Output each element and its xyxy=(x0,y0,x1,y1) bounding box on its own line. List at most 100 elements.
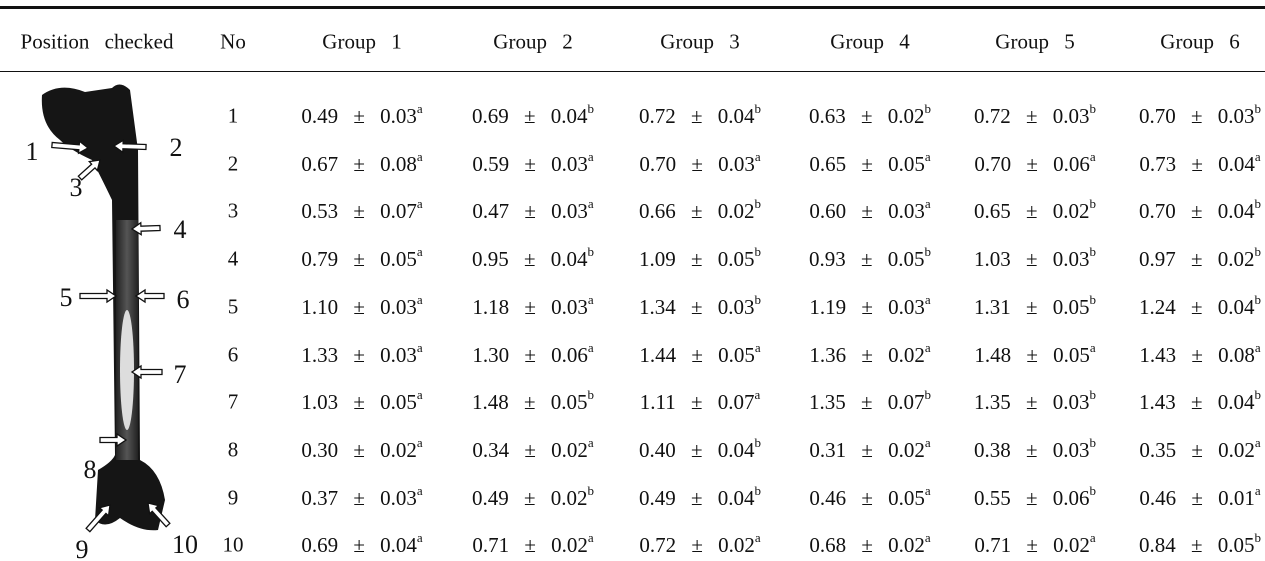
value: 0.71 ± 0.02 xyxy=(974,533,1090,557)
significance-letter: a xyxy=(588,530,594,545)
value: 0.59 ± 0.03 xyxy=(472,152,588,176)
value: 1.43 ± 0.04 xyxy=(1139,390,1255,414)
significance-letter: b xyxy=(755,292,762,307)
value: 1.35 ± 0.03 xyxy=(974,390,1090,414)
significance-letter: a xyxy=(925,340,931,355)
row-number: 9 xyxy=(228,485,239,510)
value-cell: 1.33 ± 0.03a xyxy=(301,342,422,368)
row-number: 5 xyxy=(228,294,239,319)
significance-letter: a xyxy=(1090,149,1096,164)
significance-letter: a xyxy=(925,292,931,307)
significance-letter: a xyxy=(588,292,594,307)
bone-diagram xyxy=(0,0,260,561)
header-cell: Group 5 xyxy=(995,30,1074,55)
significance-letter: b xyxy=(588,483,595,498)
significance-letter: a xyxy=(1255,435,1261,450)
position-label: 6 xyxy=(177,285,190,315)
value-cell: 0.38 ± 0.03b xyxy=(974,437,1096,463)
value: 0.93 ± 0.05 xyxy=(809,247,925,271)
bone-marrow xyxy=(120,310,134,430)
value-cell: 0.79 ± 0.05a xyxy=(301,246,422,272)
value-cell: 0.70 ± 0.04b xyxy=(1139,198,1261,224)
page: Position checkedNoGroup 1Group 2Group 3G… xyxy=(0,0,1265,561)
value: 0.68 ± 0.02 xyxy=(809,533,925,557)
value: 0.35 ± 0.02 xyxy=(1139,438,1255,462)
value-cell: 1.43 ± 0.08a xyxy=(1139,342,1260,368)
significance-letter: b xyxy=(1255,292,1262,307)
value-cell: 0.84 ± 0.05b xyxy=(1139,532,1261,558)
value: 1.48 ± 0.05 xyxy=(472,390,588,414)
significance-letter: a xyxy=(417,101,423,116)
header-cell: Group 6 xyxy=(1160,30,1239,55)
value-cell: 0.70 ± 0.06a xyxy=(974,151,1095,177)
value: 0.69 ± 0.04 xyxy=(472,104,588,128)
significance-letter: a xyxy=(417,244,423,259)
position-label: 10 xyxy=(172,530,198,560)
significance-letter: a xyxy=(755,340,761,355)
value-cell: 0.72 ± 0.02a xyxy=(639,532,760,558)
value: 1.09 ± 0.05 xyxy=(639,247,755,271)
row-number: 3 xyxy=(228,199,239,224)
significance-letter: b xyxy=(755,244,762,259)
significance-letter: b xyxy=(925,101,932,116)
value-cell: 0.70 ± 0.03b xyxy=(1139,103,1261,129)
header-cell: Group 3 xyxy=(660,30,739,55)
significance-letter: b xyxy=(1090,435,1097,450)
value-cell: 0.34 ± 0.02a xyxy=(472,437,593,463)
value: 0.67 ± 0.08 xyxy=(301,152,417,176)
value-cell: 0.40 ± 0.04b xyxy=(639,437,761,463)
significance-letter: a xyxy=(1090,530,1096,545)
row-number: 2 xyxy=(228,151,239,176)
significance-letter: a xyxy=(417,196,423,211)
value: 1.43 ± 0.08 xyxy=(1139,343,1255,367)
value: 0.70 ± 0.06 xyxy=(974,152,1090,176)
value: 0.49 ± 0.04 xyxy=(639,486,755,510)
value-cell: 1.18 ± 0.03a xyxy=(472,294,593,320)
value-cell: 0.30 ± 0.02a xyxy=(301,437,422,463)
value-cell: 0.71 ± 0.02a xyxy=(974,532,1095,558)
significance-letter: a xyxy=(588,196,594,211)
value: 1.19 ± 0.03 xyxy=(809,295,925,319)
value: 1.48 ± 0.05 xyxy=(974,343,1090,367)
row-number: 7 xyxy=(228,390,239,415)
header-cell: Position checked xyxy=(21,30,174,55)
row-number: 10 xyxy=(223,533,244,558)
significance-letter: b xyxy=(588,387,595,402)
significance-letter: b xyxy=(1255,101,1262,116)
value-cell: 1.48 ± 0.05a xyxy=(974,342,1095,368)
value: 0.95 ± 0.04 xyxy=(472,247,588,271)
significance-letter: a xyxy=(925,435,931,450)
value: 0.46 ± 0.01 xyxy=(1139,486,1255,510)
row-number: 4 xyxy=(228,247,239,272)
header-cell: Group 2 xyxy=(493,30,572,55)
value-cell: 0.65 ± 0.05a xyxy=(809,151,930,177)
value: 0.30 ± 0.02 xyxy=(301,438,417,462)
value: 1.36 ± 0.02 xyxy=(809,343,925,367)
value-cell: 0.31 ± 0.02a xyxy=(809,437,930,463)
value: 1.11 ± 0.07 xyxy=(640,390,755,414)
value-cell: 0.97 ± 0.02b xyxy=(1139,246,1261,272)
value-cell: 0.68 ± 0.02a xyxy=(809,532,930,558)
significance-letter: b xyxy=(1090,483,1097,498)
significance-letter: a xyxy=(1090,340,1096,355)
significance-letter: a xyxy=(588,340,594,355)
value-cell: 0.46 ± 0.05a xyxy=(809,485,930,511)
value-cell: 0.69 ± 0.04b xyxy=(472,103,594,129)
value: 0.49 ± 0.03 xyxy=(301,104,417,128)
value: 0.72 ± 0.03 xyxy=(974,104,1090,128)
significance-letter: a xyxy=(1255,149,1261,164)
row-number: 8 xyxy=(228,437,239,462)
value: 0.66 ± 0.02 xyxy=(639,199,755,223)
value-cell: 0.37 ± 0.03a xyxy=(301,485,422,511)
value: 0.38 ± 0.03 xyxy=(974,438,1090,462)
value: 0.65 ± 0.05 xyxy=(809,152,925,176)
header-cell: No xyxy=(220,30,246,55)
value: 0.46 ± 0.05 xyxy=(809,486,925,510)
value-cell: 0.59 ± 0.03a xyxy=(472,151,593,177)
value-cell: 0.35 ± 0.02a xyxy=(1139,437,1260,463)
position-label: 7 xyxy=(174,360,187,390)
position-label: 3 xyxy=(70,173,83,203)
value: 1.44 ± 0.05 xyxy=(639,343,755,367)
value: 0.71 ± 0.02 xyxy=(472,533,588,557)
value: 0.63 ± 0.02 xyxy=(809,104,925,128)
